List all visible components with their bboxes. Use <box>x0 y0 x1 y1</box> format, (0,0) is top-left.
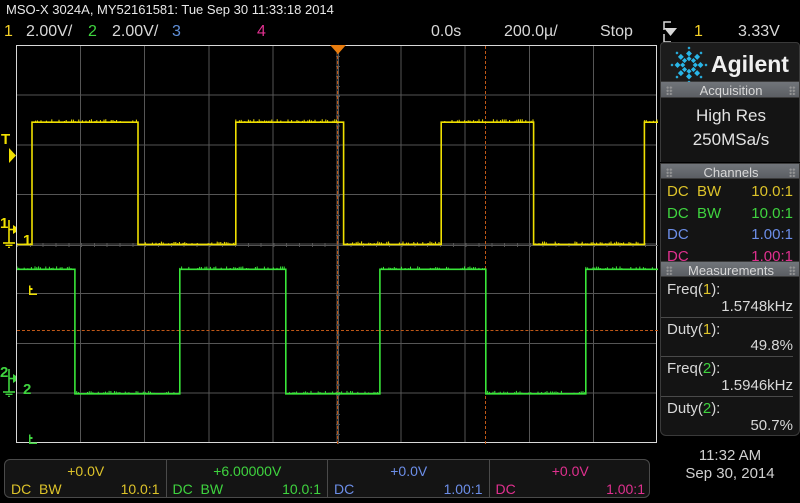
svg-text:2: 2 <box>0 365 8 381</box>
svg-text:T: T <box>1 131 10 148</box>
svg-text:1: 1 <box>0 216 8 232</box>
